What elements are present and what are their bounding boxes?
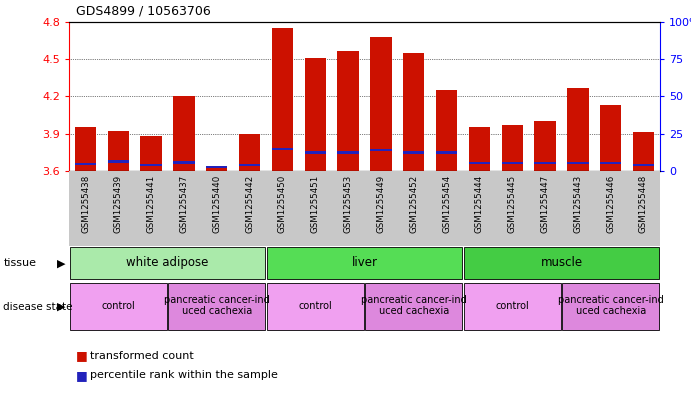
Text: control: control [495, 301, 529, 310]
Bar [272, 28, 293, 171]
Bar [468, 162, 490, 164]
Bar [75, 163, 96, 165]
Bar [600, 162, 621, 164]
Bar [370, 37, 392, 171]
Text: GSM1255438: GSM1255438 [81, 174, 90, 233]
Bar [567, 88, 589, 171]
Bar [562, 283, 659, 330]
Bar [600, 105, 621, 171]
Bar [173, 96, 195, 171]
Text: GSM1255449: GSM1255449 [377, 174, 386, 233]
Bar [436, 90, 457, 171]
Bar [370, 149, 392, 151]
Bar [502, 125, 523, 171]
Bar [436, 151, 457, 154]
Bar [305, 151, 326, 154]
Text: GSM1255440: GSM1255440 [212, 174, 221, 233]
Text: muscle: muscle [540, 256, 583, 269]
Bar [468, 127, 490, 171]
Bar [633, 132, 654, 171]
Text: white adipose: white adipose [126, 256, 209, 269]
Text: pancreatic cancer-ind
uced cachexia: pancreatic cancer-ind uced cachexia [164, 295, 269, 316]
Bar [267, 248, 462, 279]
Bar [365, 283, 462, 330]
Text: GSM1255451: GSM1255451 [311, 174, 320, 233]
Bar [534, 162, 556, 164]
Bar [75, 127, 96, 171]
Bar [337, 51, 359, 171]
Bar [140, 164, 162, 166]
Text: GSM1255444: GSM1255444 [475, 174, 484, 233]
Text: ■: ■ [76, 349, 88, 362]
Bar [633, 164, 654, 166]
Bar [239, 134, 261, 171]
Text: GSM1255450: GSM1255450 [278, 174, 287, 233]
Bar [70, 248, 265, 279]
Bar [168, 283, 265, 330]
Text: pancreatic cancer-ind
uced cachexia: pancreatic cancer-ind uced cachexia [361, 295, 466, 316]
Text: control: control [299, 301, 332, 310]
Text: GSM1255439: GSM1255439 [114, 174, 123, 233]
Bar [534, 121, 556, 171]
Text: percentile rank within the sample: percentile rank within the sample [90, 370, 278, 380]
Text: GSM1255441: GSM1255441 [146, 174, 155, 233]
Bar [239, 164, 261, 166]
Text: GSM1255443: GSM1255443 [574, 174, 583, 233]
Text: ■: ■ [76, 369, 88, 382]
Bar [403, 151, 424, 154]
Bar [464, 248, 659, 279]
Text: GDS4899 / 10563706: GDS4899 / 10563706 [76, 5, 211, 18]
Text: GSM1255452: GSM1255452 [409, 174, 418, 233]
Bar [567, 162, 589, 164]
Bar [305, 58, 326, 171]
Bar [206, 167, 227, 171]
Text: ▶: ▶ [57, 301, 65, 312]
Text: GSM1255454: GSM1255454 [442, 174, 451, 233]
Text: GSM1255446: GSM1255446 [606, 174, 615, 233]
Text: GSM1255448: GSM1255448 [639, 174, 648, 233]
Bar [108, 160, 129, 163]
Text: ▶: ▶ [57, 258, 65, 268]
Text: control: control [102, 301, 135, 310]
Bar [206, 166, 227, 168]
Bar [272, 147, 293, 150]
Text: GSM1255445: GSM1255445 [508, 174, 517, 233]
Bar [70, 283, 167, 330]
Bar [337, 151, 359, 154]
Text: liver: liver [352, 256, 377, 269]
Text: GSM1255442: GSM1255442 [245, 174, 254, 233]
Bar [502, 162, 523, 164]
Text: GSM1255453: GSM1255453 [343, 174, 352, 233]
Bar [403, 53, 424, 171]
Text: pancreatic cancer-ind
uced cachexia: pancreatic cancer-ind uced cachexia [558, 295, 663, 316]
Bar [140, 136, 162, 171]
Text: disease state: disease state [3, 301, 73, 312]
Bar [108, 131, 129, 171]
Text: GSM1255447: GSM1255447 [540, 174, 549, 233]
Bar [464, 283, 561, 330]
Text: tissue: tissue [3, 258, 37, 268]
Bar [173, 161, 195, 164]
Text: GSM1255437: GSM1255437 [180, 174, 189, 233]
Text: transformed count: transformed count [90, 351, 193, 361]
Bar [267, 283, 364, 330]
